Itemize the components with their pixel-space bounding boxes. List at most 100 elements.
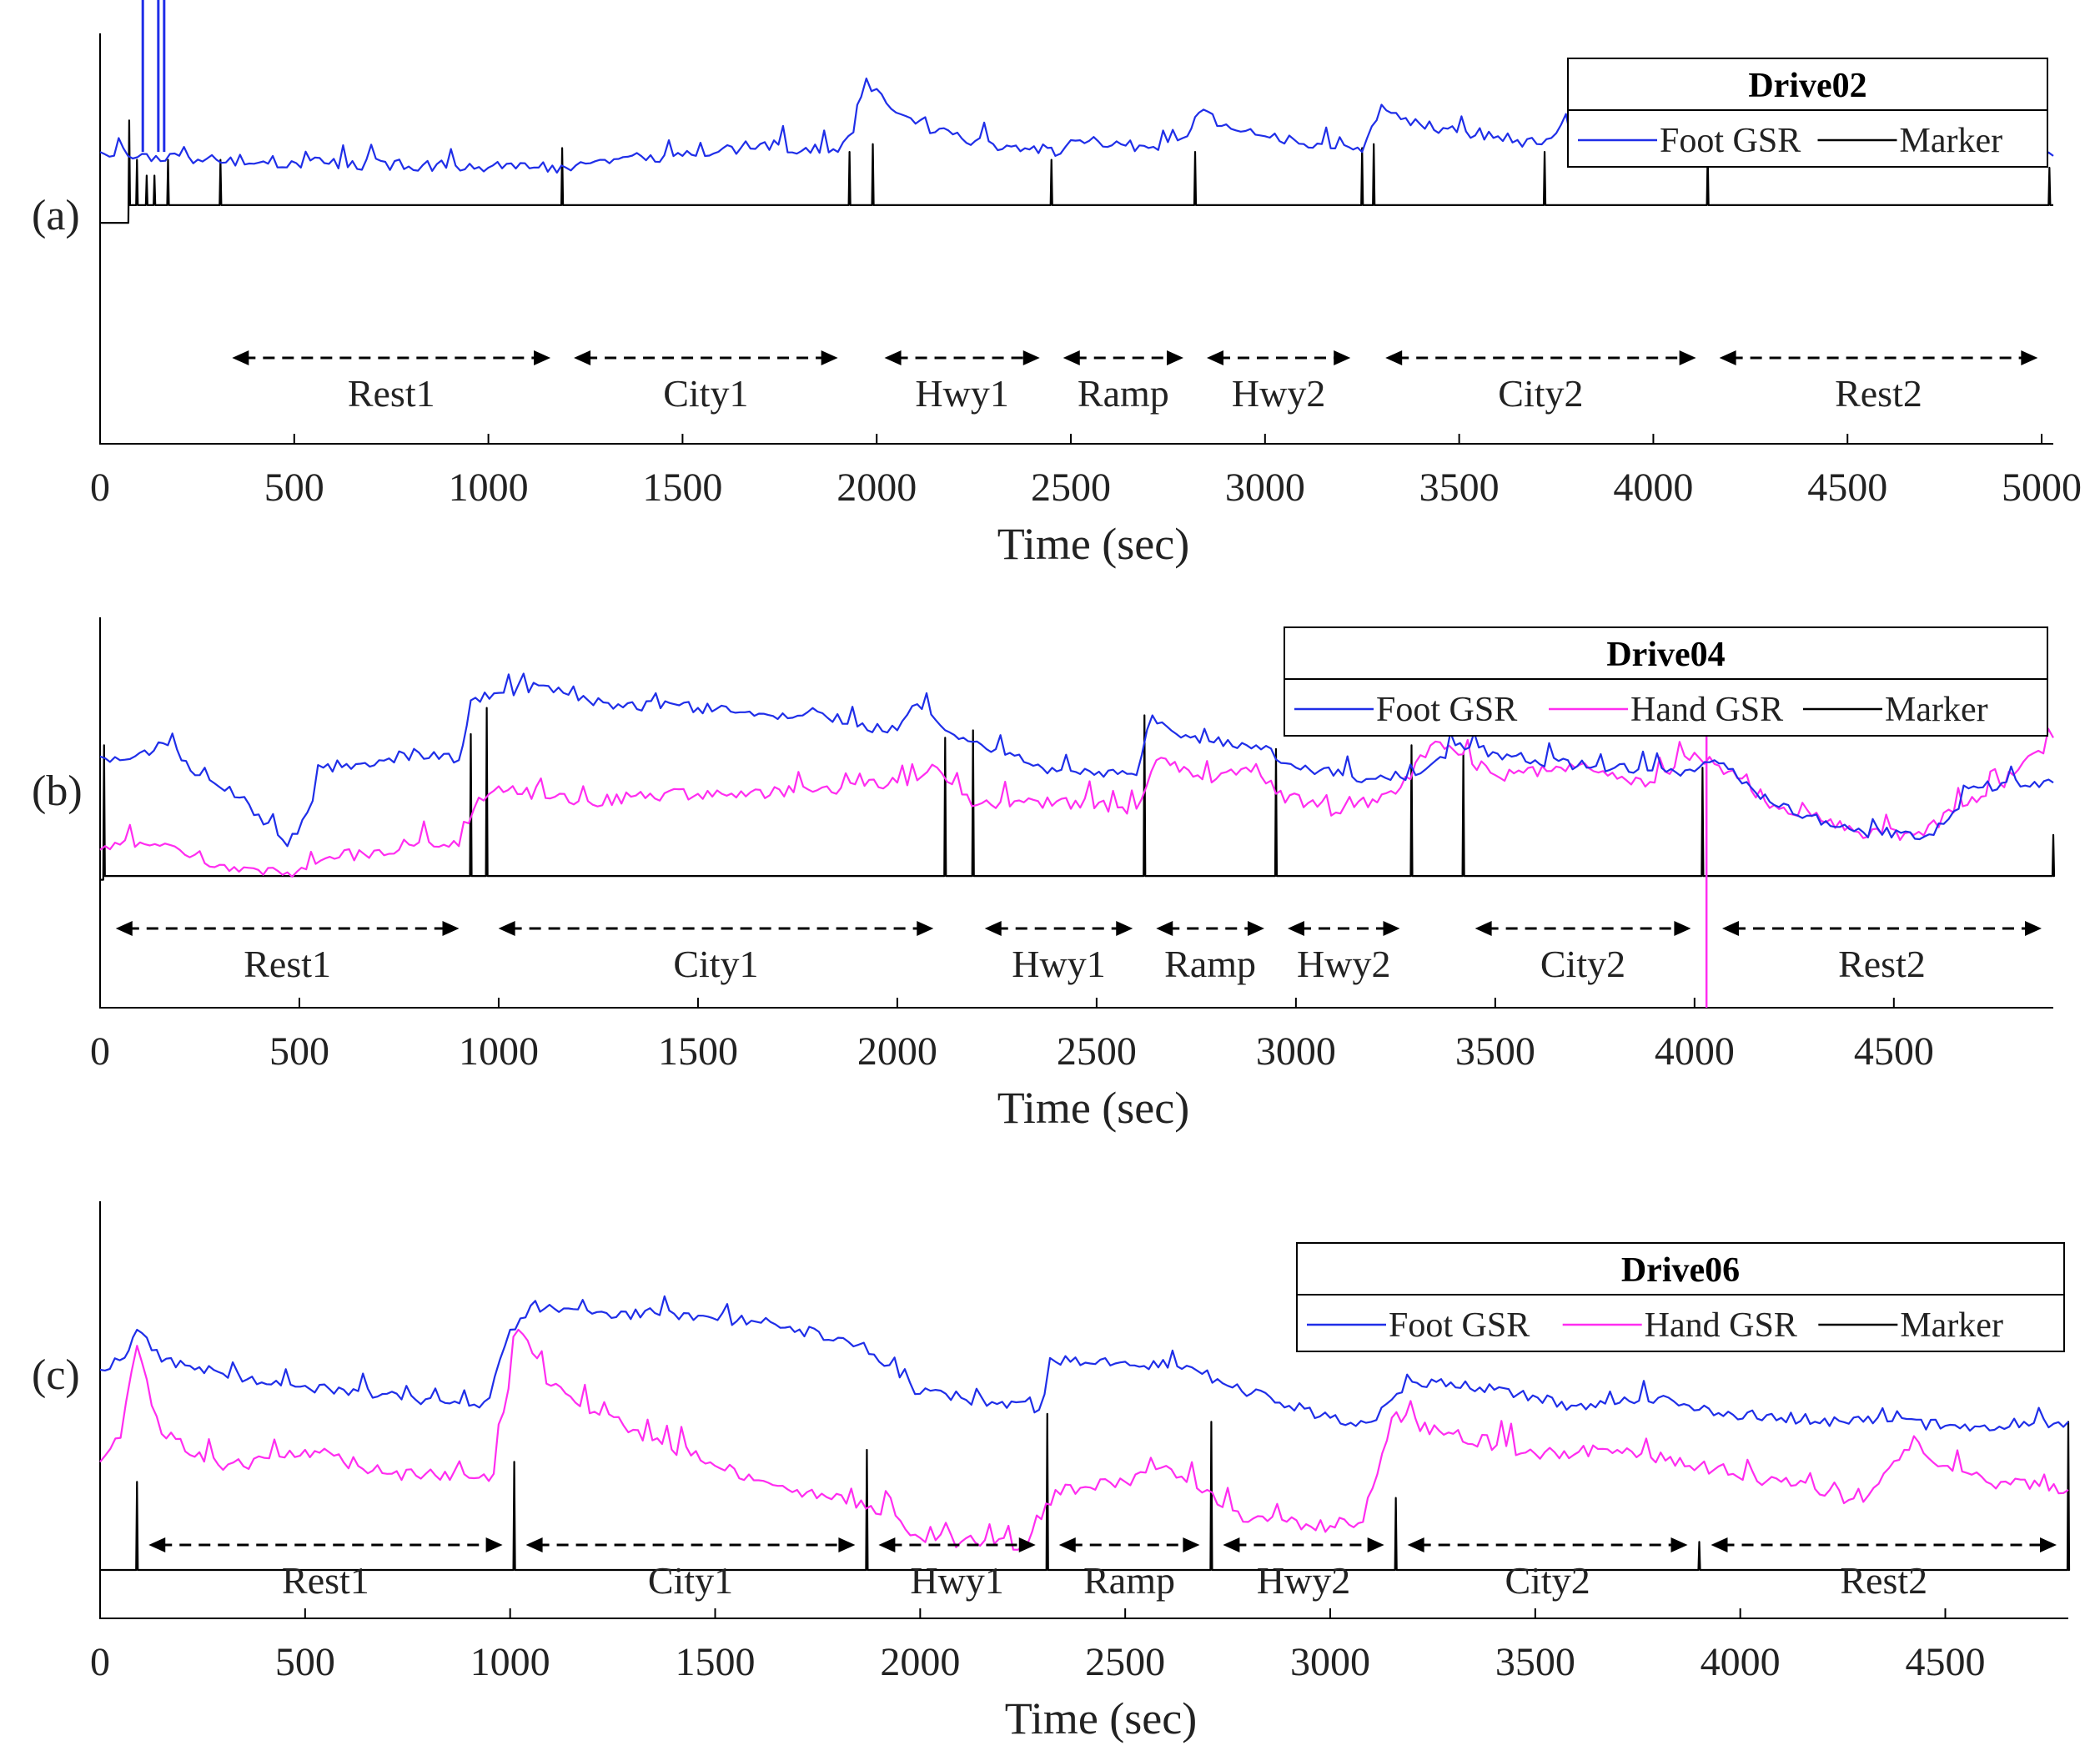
x-axis-label: Time (sec): [1005, 1693, 1197, 1743]
segment-label: Hwy2: [1257, 1559, 1350, 1602]
legend-label-foot: Foot GSR: [1376, 691, 1517, 729]
segment-label: Hwy1: [915, 372, 1008, 415]
arrow-head-left: [878, 1537, 896, 1552]
arrow-head-left: [232, 350, 249, 365]
x-tick-label: 2500: [1031, 465, 1111, 510]
x-tick-label: 4000: [1655, 1029, 1735, 1074]
legend-label-foot: Foot GSR: [1660, 122, 1801, 160]
arrow-head-right: [1674, 921, 1691, 936]
segment-label: Rest2: [1838, 943, 1926, 985]
arrow-head-right: [2040, 1537, 2057, 1552]
arrow-head-left: [1475, 921, 1492, 936]
x-axis-label: Time (sec): [997, 519, 1189, 569]
arrow-head-right: [917, 921, 934, 936]
foot-gsr-series: [99, 672, 2054, 848]
arrow-head-right: [1334, 350, 1351, 365]
legend-box: [1567, 58, 2048, 168]
segment-label: Rest2: [1835, 372, 1922, 415]
legend-box: [1284, 626, 2048, 737]
legend: Drive04 Foot GSR Hand GSR Marker: [1284, 626, 2048, 737]
legend-box: [1296, 1242, 2065, 1352]
arrow-head-left: [984, 921, 1002, 936]
arrow-head-right: [442, 921, 460, 936]
arrow-head-left: [115, 921, 133, 936]
x-tick-label: 2500: [1057, 1029, 1137, 1074]
arrow-head-right: [1367, 1537, 1384, 1552]
x-tick-label: 4000: [1701, 1640, 1781, 1684]
arrow-head-right: [2025, 921, 2042, 936]
x-tick-label: 3000: [1225, 465, 1305, 510]
foot-gsr-series: [99, 1295, 2069, 1432]
arrow-head-right: [1116, 921, 1133, 936]
x-tick-label: 0: [90, 1029, 110, 1074]
arrow-head-right: [1247, 921, 1264, 936]
x-tick-label: 1500: [676, 1640, 756, 1684]
x-tick-label: 500: [269, 1029, 329, 1074]
legend-label-marker: Marker: [1900, 1306, 2003, 1345]
segment-label: City1: [663, 372, 748, 415]
segment-label: Hwy1: [1012, 943, 1105, 985]
segment-label: Hwy1: [910, 1559, 1003, 1602]
x-tick-label: 0: [90, 1640, 110, 1684]
x-tick-label: 2500: [1085, 1640, 1165, 1684]
arrow-head-left: [1156, 921, 1173, 936]
x-tick-label: 1500: [642, 465, 722, 510]
arrow-head-right: [2021, 350, 2038, 365]
x-tick-label: 500: [275, 1640, 335, 1684]
x-tick-label: 0: [90, 465, 110, 510]
x-axis-label: Time (sec): [997, 1083, 1189, 1133]
arrow-head-right: [1022, 350, 1040, 365]
legend: Drive06 Foot GSR Hand GSR Marker: [1296, 1242, 2065, 1352]
panel-label: (c): [32, 1351, 80, 1399]
segment-label: City2: [1540, 943, 1625, 985]
marker-series: [100, 119, 2053, 224]
panel-label: (b): [32, 767, 83, 815]
segment-label: Ramp: [1078, 372, 1169, 415]
segment-label: Rest1: [282, 1559, 369, 1602]
segment-label: City2: [1505, 1559, 1590, 1602]
arrow-head-left: [525, 1537, 543, 1552]
arrow-head-right: [838, 1537, 856, 1552]
chart-panel-1: 0 500 1000 1500 2000 2500 3000 3500 4000 4500 5000…: [32, 0, 2082, 569]
chart-panel-3: 0 500 1000 1500 2000 2500 3000 3500 4000 4500 Time…: [32, 1201, 2071, 1743]
x-tick-label: 4500: [1807, 465, 1887, 510]
arrow-head-left: [1711, 1537, 1728, 1552]
x-tick-label: 3500: [1455, 1029, 1535, 1074]
legend-label-hand: Hand GSR: [1645, 1306, 1797, 1345]
segment-label: Hwy2: [1232, 372, 1325, 415]
segment-label: Rest1: [244, 943, 331, 985]
arrow-head-left: [574, 350, 591, 365]
segment-label: Ramp: [1083, 1559, 1175, 1602]
arrow-head-left: [1207, 350, 1224, 365]
x-tick-label: 1500: [658, 1029, 738, 1074]
arrow-head-right: [534, 350, 551, 365]
arrow-head-right: [1183, 1537, 1200, 1552]
arrow-head-right: [1383, 921, 1400, 936]
arrow-head-left: [1287, 921, 1304, 936]
segment-label: Ramp: [1164, 943, 1256, 985]
x-tick-label: 2000: [857, 1029, 937, 1074]
x-tick-label: 5000: [2002, 465, 2082, 510]
arrow-head-right: [1679, 350, 1696, 365]
arrow-head-right: [485, 1537, 503, 1552]
arrow-head-left: [148, 1537, 166, 1552]
chart-panel-2: 0 500 1000 1500 2000 2500 3000 3500 4000 4500 Time…: [32, 617, 2056, 1133]
segment-label: Hwy2: [1297, 943, 1390, 985]
x-tick-label: 4500: [1854, 1029, 1934, 1074]
legend-label-hand: Hand GSR: [1630, 691, 1783, 729]
arrow-head-left: [1407, 1537, 1424, 1552]
segment-label: City1: [648, 1559, 733, 1602]
legend-label-marker: Marker: [1885, 691, 1988, 729]
segment-label: Rest1: [348, 372, 435, 415]
legend: Drive02 Foot GSR Marker: [1567, 58, 2048, 168]
arrow-head-left: [498, 921, 515, 936]
legend-title: Drive04: [1606, 636, 1725, 674]
segment-label: Rest2: [1840, 1559, 1927, 1602]
hand-gsr-series: [99, 1328, 2069, 1551]
segment-label: City1: [673, 943, 758, 985]
x-tick-label: 1000: [470, 1640, 550, 1684]
x-tick-label: 3500: [1495, 1640, 1575, 1684]
segment-label: City2: [1498, 372, 1583, 415]
arrow-head-right: [1167, 350, 1184, 365]
